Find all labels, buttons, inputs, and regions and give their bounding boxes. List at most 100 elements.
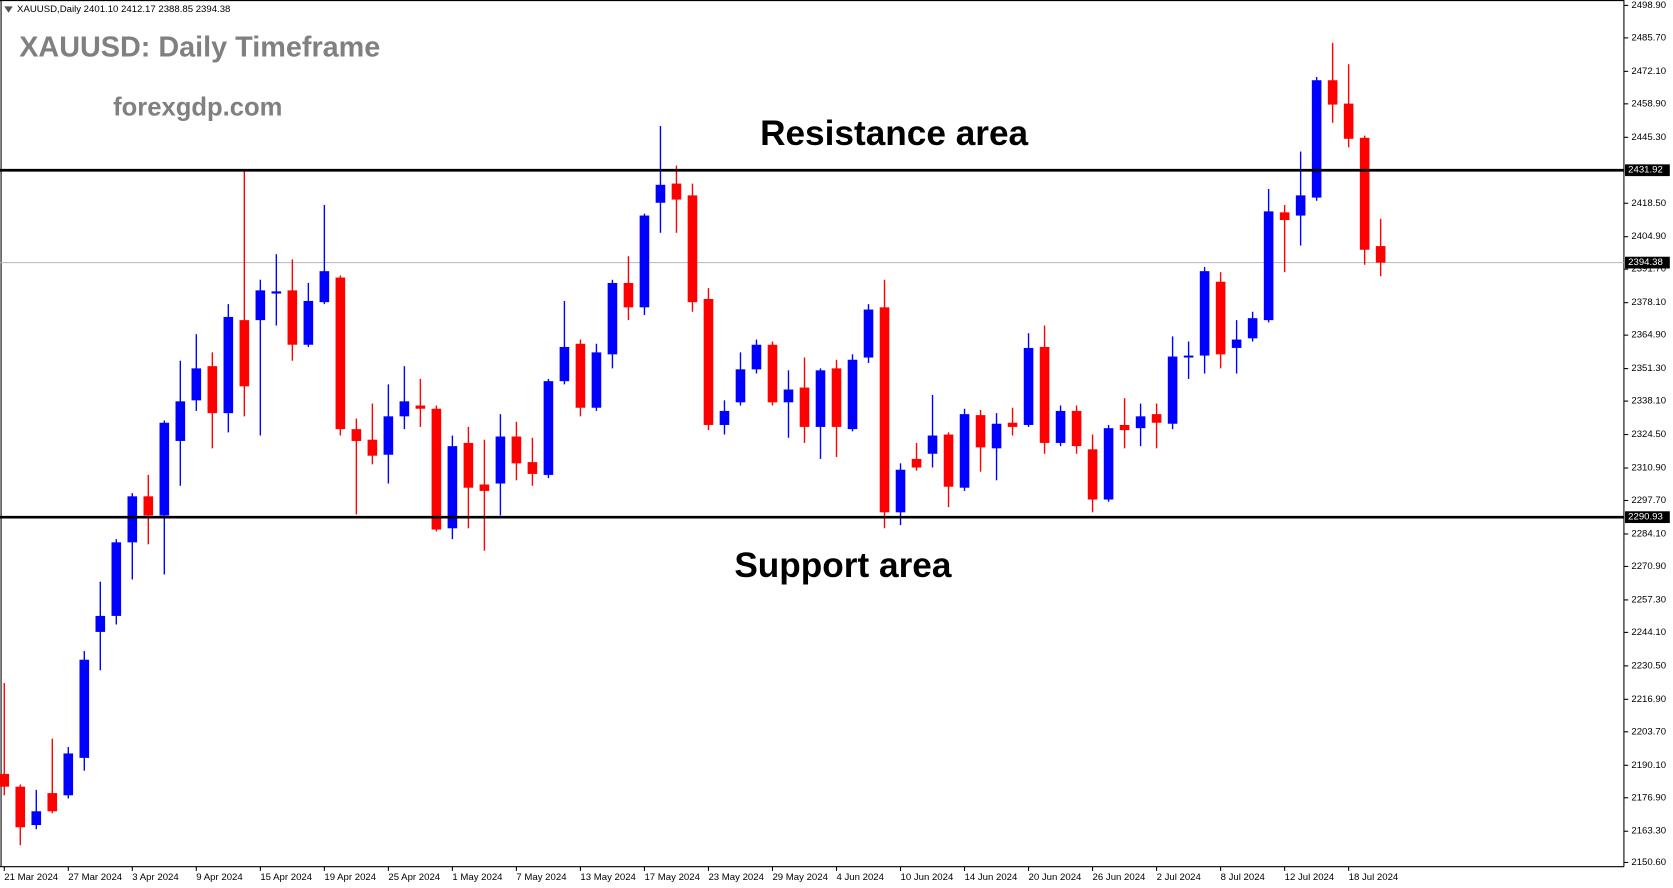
candle-body (159, 422, 170, 516)
candle-body (15, 786, 26, 828)
candle-body (1135, 416, 1146, 429)
y-tick-label: 2190.10 (1631, 760, 1666, 771)
candle-body (479, 484, 490, 491)
x-tick-label: 15 Apr 2024 (260, 872, 312, 883)
x-tick-label: 8 Jul 2024 (1221, 872, 1266, 883)
candle-body (1039, 346, 1050, 443)
candle-body (335, 277, 346, 430)
candle-body (895, 469, 906, 513)
y-tick-label: 2324.50 (1631, 429, 1666, 440)
support-annotation: Support area (734, 546, 952, 585)
candle-body (1343, 103, 1354, 139)
y-tick-label: 2150.60 (1631, 857, 1666, 868)
candle-body (1167, 356, 1178, 424)
candle-body (367, 439, 378, 456)
x-tick-label: 26 Jun 2024 (1093, 872, 1146, 883)
candle-body (63, 753, 74, 796)
candle-body (783, 389, 794, 403)
candle-body (1263, 211, 1274, 321)
candle-body (47, 793, 58, 812)
y-tick-label: 2216.90 (1631, 694, 1666, 705)
candle-body (303, 300, 314, 345)
candle-body (543, 381, 554, 475)
y-tick-label: 2458.90 (1631, 98, 1666, 109)
chart-title: XAUUSD: Daily Timeframe (19, 32, 380, 64)
y-tick-label: 2351.30 (1631, 363, 1666, 374)
x-tick-label: 1 May 2024 (452, 872, 503, 883)
x-tick-label: 17 May 2024 (644, 872, 700, 883)
candle-body (127, 496, 138, 543)
y-tick-label: 2284.10 (1631, 528, 1666, 539)
chart-header: XAUUSD,Daily 2401.10 2412.17 2388.85 239… (17, 4, 230, 15)
x-tick-label: 19 Apr 2024 (324, 872, 376, 883)
candle-body (911, 458, 922, 468)
y-tick-label: 2498.90 (1631, 0, 1666, 11)
candle-body (719, 410, 730, 425)
y-tick-label: 2230.50 (1631, 660, 1666, 671)
candle-body (1087, 449, 1098, 500)
candle-body (1199, 271, 1210, 356)
y-tick-label: 2270.90 (1631, 561, 1666, 572)
candle-body (959, 414, 970, 488)
current-price-box (1624, 256, 1670, 269)
candle-body (143, 496, 154, 516)
candle-body (1007, 422, 1018, 427)
candle-body (575, 343, 586, 408)
candle-body (527, 462, 538, 474)
candle-body (1327, 80, 1338, 105)
x-tick-label: 10 Jun 2024 (901, 872, 954, 883)
y-tick-label: 2176.90 (1631, 792, 1666, 803)
candle-body (1071, 410, 1082, 447)
y-tick-label: 2418.50 (1631, 198, 1666, 209)
level-label-box (1624, 164, 1670, 177)
y-tick-label: 2257.30 (1631, 594, 1666, 605)
y-tick-label: 2404.90 (1631, 231, 1666, 242)
level-label: 2290.93 (1628, 512, 1663, 523)
candle-body (1103, 428, 1114, 500)
candle-body (767, 344, 778, 403)
x-tick-label: 7 May 2024 (516, 872, 567, 883)
candle-body (1295, 195, 1306, 216)
x-tick-label: 12 Jul 2024 (1285, 872, 1335, 883)
y-tick-label: 2485.70 (1631, 32, 1666, 43)
candle-body (287, 290, 298, 345)
y-tick-label: 2310.90 (1631, 463, 1666, 474)
candle-body (1231, 339, 1242, 348)
candle-body (271, 291, 282, 294)
candle-body (639, 215, 650, 308)
x-tick-label: 20 Jun 2024 (1029, 872, 1082, 883)
x-tick-label: 21 Mar 2024 (4, 872, 59, 883)
candle-body (1023, 347, 1034, 425)
candle-body (1311, 80, 1322, 198)
candle-body (207, 366, 218, 414)
candle-body (463, 442, 474, 488)
candle-body (255, 290, 266, 321)
candle-body (991, 423, 1002, 449)
candle-body (95, 615, 106, 632)
x-tick-label: 4 Jun 2024 (837, 872, 885, 883)
candle-body (815, 370, 826, 427)
candle-body (511, 436, 522, 464)
candle-body (703, 298, 714, 425)
x-tick-label: 2 Jul 2024 (1157, 872, 1202, 883)
candle-body (1359, 137, 1370, 250)
candle-body (735, 369, 746, 403)
candle-body (1247, 318, 1258, 339)
candle-body (831, 368, 842, 427)
y-tick-label: 2391.70 (1631, 264, 1666, 275)
candle-body (79, 659, 90, 758)
candle-body (191, 368, 202, 401)
candle-body (1183, 355, 1194, 358)
x-tick-label: 29 May 2024 (772, 872, 828, 883)
candle-body (975, 415, 986, 448)
candle-body (111, 542, 122, 616)
candle-body (879, 307, 890, 513)
x-tick-label: 13 May 2024 (580, 872, 636, 883)
candle-body (1279, 212, 1290, 220)
chart-subtitle: forexgdp.com (113, 94, 282, 122)
candle-body (863, 309, 874, 358)
candle-body (671, 183, 682, 200)
candle-body (1055, 410, 1066, 443)
